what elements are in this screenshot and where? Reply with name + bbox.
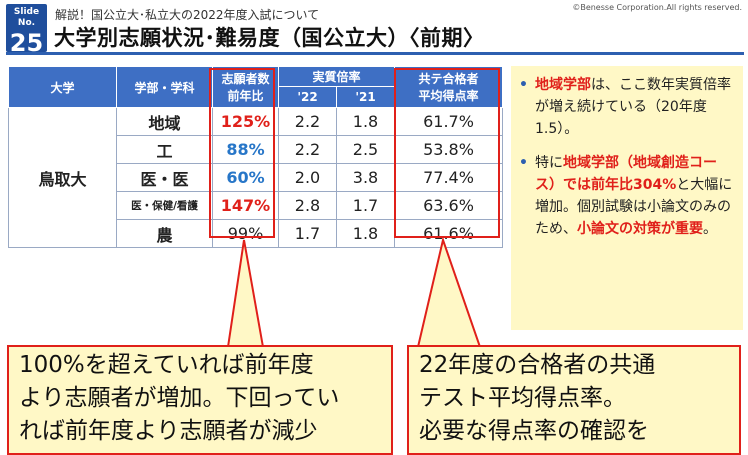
table-row: 医・保健/看護 147% 2.8 1.7 63.6% [9,191,504,220]
table-header-row: 大学 学部・学科 志願者数 前年比 実質倍率 共テ合格者 平均得点率 [8,66,504,108]
ratio-21-cell: 1.7 [335,191,396,220]
col-ratio-21: '21 [335,86,396,108]
table-row: 鳥取大 地域 125% 2.2 1.8 61.7% [8,107,504,248]
department-cell: 工 [116,135,213,164]
ratio-22-cell: 2.8 [278,191,337,220]
callout-line: より志願者が増加。下回ってい [19,385,340,411]
callout-score-rate: 22年度の合格者の共通 テスト平均得点率。 必要な得点率の確認を [407,345,741,455]
slide-number-label: Slide No. [13,7,40,28]
col-score-rate-line1: 共テ合格者 [418,72,479,86]
ratio-21-cell: 2.5 [335,135,396,164]
col-ratio: 実質倍率 [277,66,396,87]
note-emphasis: 地域学部（地域創造コース）では前年比304% [535,155,717,193]
callout-line: 22年度の合格者の共通 [419,352,656,378]
callout-pointer-right [416,236,482,348]
note-item-1: • 地域学部は、ここ数年実質倍率が増え続けている（20年度1.5）。 [519,74,735,140]
applicant-change-cell: 88% [212,135,279,164]
department-cell: 医・保健/看護 [116,191,213,220]
callout-applicant-change: 100%を超えていれば前年度 より志願者が増加。下回ってい れば前年度より志願者… [7,345,393,455]
note-emphasis: 小論文の対策が重要 [577,221,703,237]
ratio-21-cell: 3.8 [335,163,396,192]
callout-line: 100%を超えていれば前年度 [19,352,314,378]
department-cell: 医・医 [116,163,213,192]
table-body: 鳥取大 地域 125% 2.2 1.8 61.7% 工 88% 2.2 2.5 53.8% 医・医 60… [8,107,504,248]
ratio-22-cell: 2.0 [278,163,337,192]
slide-subtitle: 解説！国公立大･私立大の2022年度入試について [55,8,320,22]
title-divider [6,52,744,55]
note-emphasis: 地域学部 [535,77,591,93]
slide-title: 大学別志願状況･難易度（国公立大）〈前期〉 [54,26,485,50]
note-text: は、ここ数年実質倍率が増え続けている（20年度1.5）。 [535,77,731,137]
university-name: 鳥取大 [8,107,117,248]
col-university: 大学 [8,66,117,108]
ratio-22-cell: 2.2 [278,107,337,136]
note-text: 。 [703,221,717,237]
applicant-change-highlight [209,68,275,238]
col-applicant-change-line1: 志願者数 [221,72,270,86]
col-score-rate: 共テ合格者 平均得点率 [394,66,504,108]
table-row: 農 99% 1.7 1.8 61.6% [9,219,504,248]
admission-table: 大学 学部・学科 志願者数 前年比 実質倍率 共テ合格者 平均得点率 '22 '… [8,66,504,248]
department-cell: 農 [116,219,213,248]
score-rate-cell: 61.7% [394,107,504,136]
score-rate-cell: 61.6% [394,219,504,248]
ratio-22-cell: 1.7 [278,219,337,248]
copyright: ©Benesse Corporation.All rights reserved… [572,3,742,12]
note-panel: • 地域学部は、ここ数年実質倍率が増え続けている（20年度1.5）。 • 特に地… [511,66,743,330]
callout-pointer-left [226,239,265,348]
note-item-2: • 特に地域学部（地域創造コース）では前年比304%と大幅に増加。個別試験は小論… [519,152,735,240]
table-row: 医・医 60% 2.0 3.8 77.4% [9,163,504,192]
callout-line: れば前年度より志願者が減少 [19,418,318,444]
note-text: 特に [535,155,563,171]
note-text: と大幅に増加。個別試験は小論文のみのため、 [535,177,733,237]
score-rate-cell: 63.6% [394,191,504,220]
bullet-icon: • [519,77,528,93]
col-score-rate-line2: 平均得点率 [418,89,479,103]
col-applicant-change: 志願者数 前年比 [212,66,279,108]
callout-line: テスト平均得点率。 [419,385,626,411]
score-rate-highlight [394,68,500,238]
col-applicant-change-line2: 前年比 [227,89,264,103]
callout-line: 必要な得点率の確認を [419,418,649,444]
applicant-change-cell: 60% [212,163,279,192]
bullet-icon: • [519,155,528,171]
